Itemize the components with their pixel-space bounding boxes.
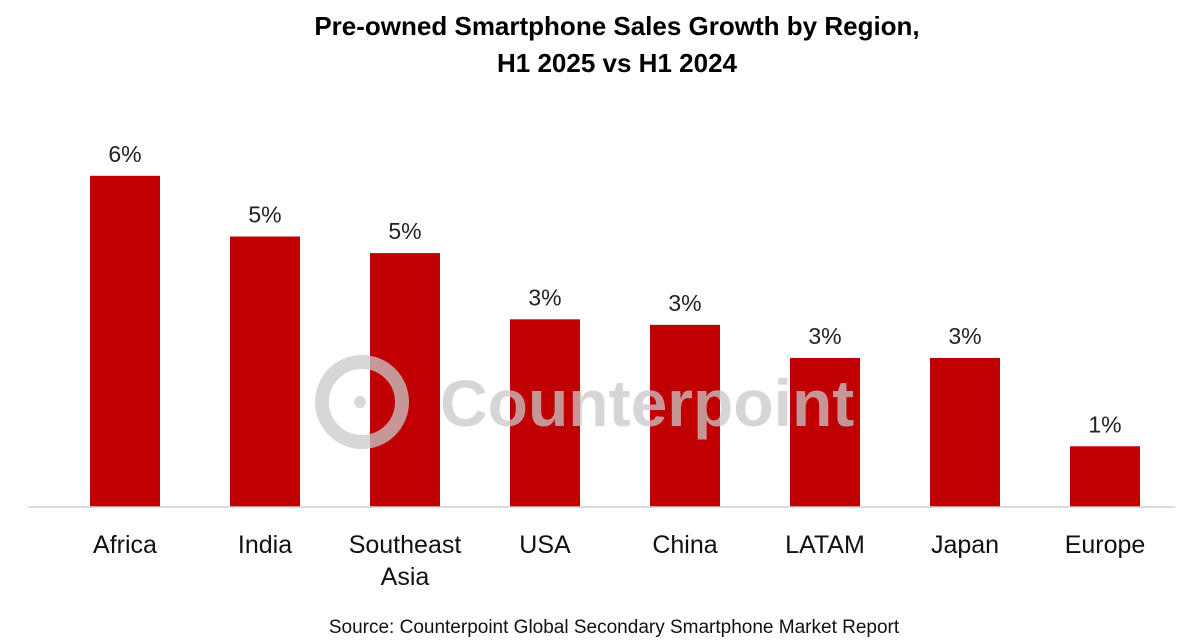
data-label: 3% <box>808 323 841 349</box>
category-label: Europe <box>1065 531 1146 559</box>
chart-title-line-1: Pre-owned Smartphone Sales Growth by Reg… <box>314 11 919 41</box>
chart-title-line-2: H1 2025 vs H1 2024 <box>497 48 738 78</box>
category-label: USA <box>519 531 571 559</box>
category-labels: Africa India Southeast Asia USA China LATAM Jap… <box>93 531 1145 591</box>
bar-china <box>650 324 720 507</box>
bar-india <box>230 236 300 507</box>
bar-europe <box>1070 446 1140 507</box>
watermark: Counterpoint <box>315 355 854 449</box>
bar-usa <box>510 319 580 507</box>
bar-africa <box>90 175 160 508</box>
bars-group: 6% 5% 5% 3% 3% 3% 3% 1% <box>90 141 1140 508</box>
watermark-text: Counterpoint <box>440 366 854 440</box>
category-label: Asia <box>381 563 430 591</box>
bar-japan <box>930 357 1000 507</box>
category-label: Southeast <box>349 531 462 559</box>
data-label: 5% <box>388 218 421 244</box>
category-label: LATAM <box>785 531 865 559</box>
category-label: Africa <box>93 531 157 559</box>
data-label: 3% <box>668 290 701 316</box>
data-label: 3% <box>528 284 561 310</box>
category-label: Japan <box>931 531 999 559</box>
source-note: Source: Counterpoint Global Secondary Sm… <box>329 617 900 638</box>
data-label: 5% <box>248 202 281 228</box>
bar-southeast-asia <box>370 253 440 507</box>
data-label: 6% <box>108 141 141 167</box>
data-label: 3% <box>948 323 981 349</box>
data-label: 1% <box>1088 411 1121 437</box>
category-label: China <box>652 531 717 559</box>
bar-latam <box>790 357 860 507</box>
category-label: India <box>238 531 292 559</box>
